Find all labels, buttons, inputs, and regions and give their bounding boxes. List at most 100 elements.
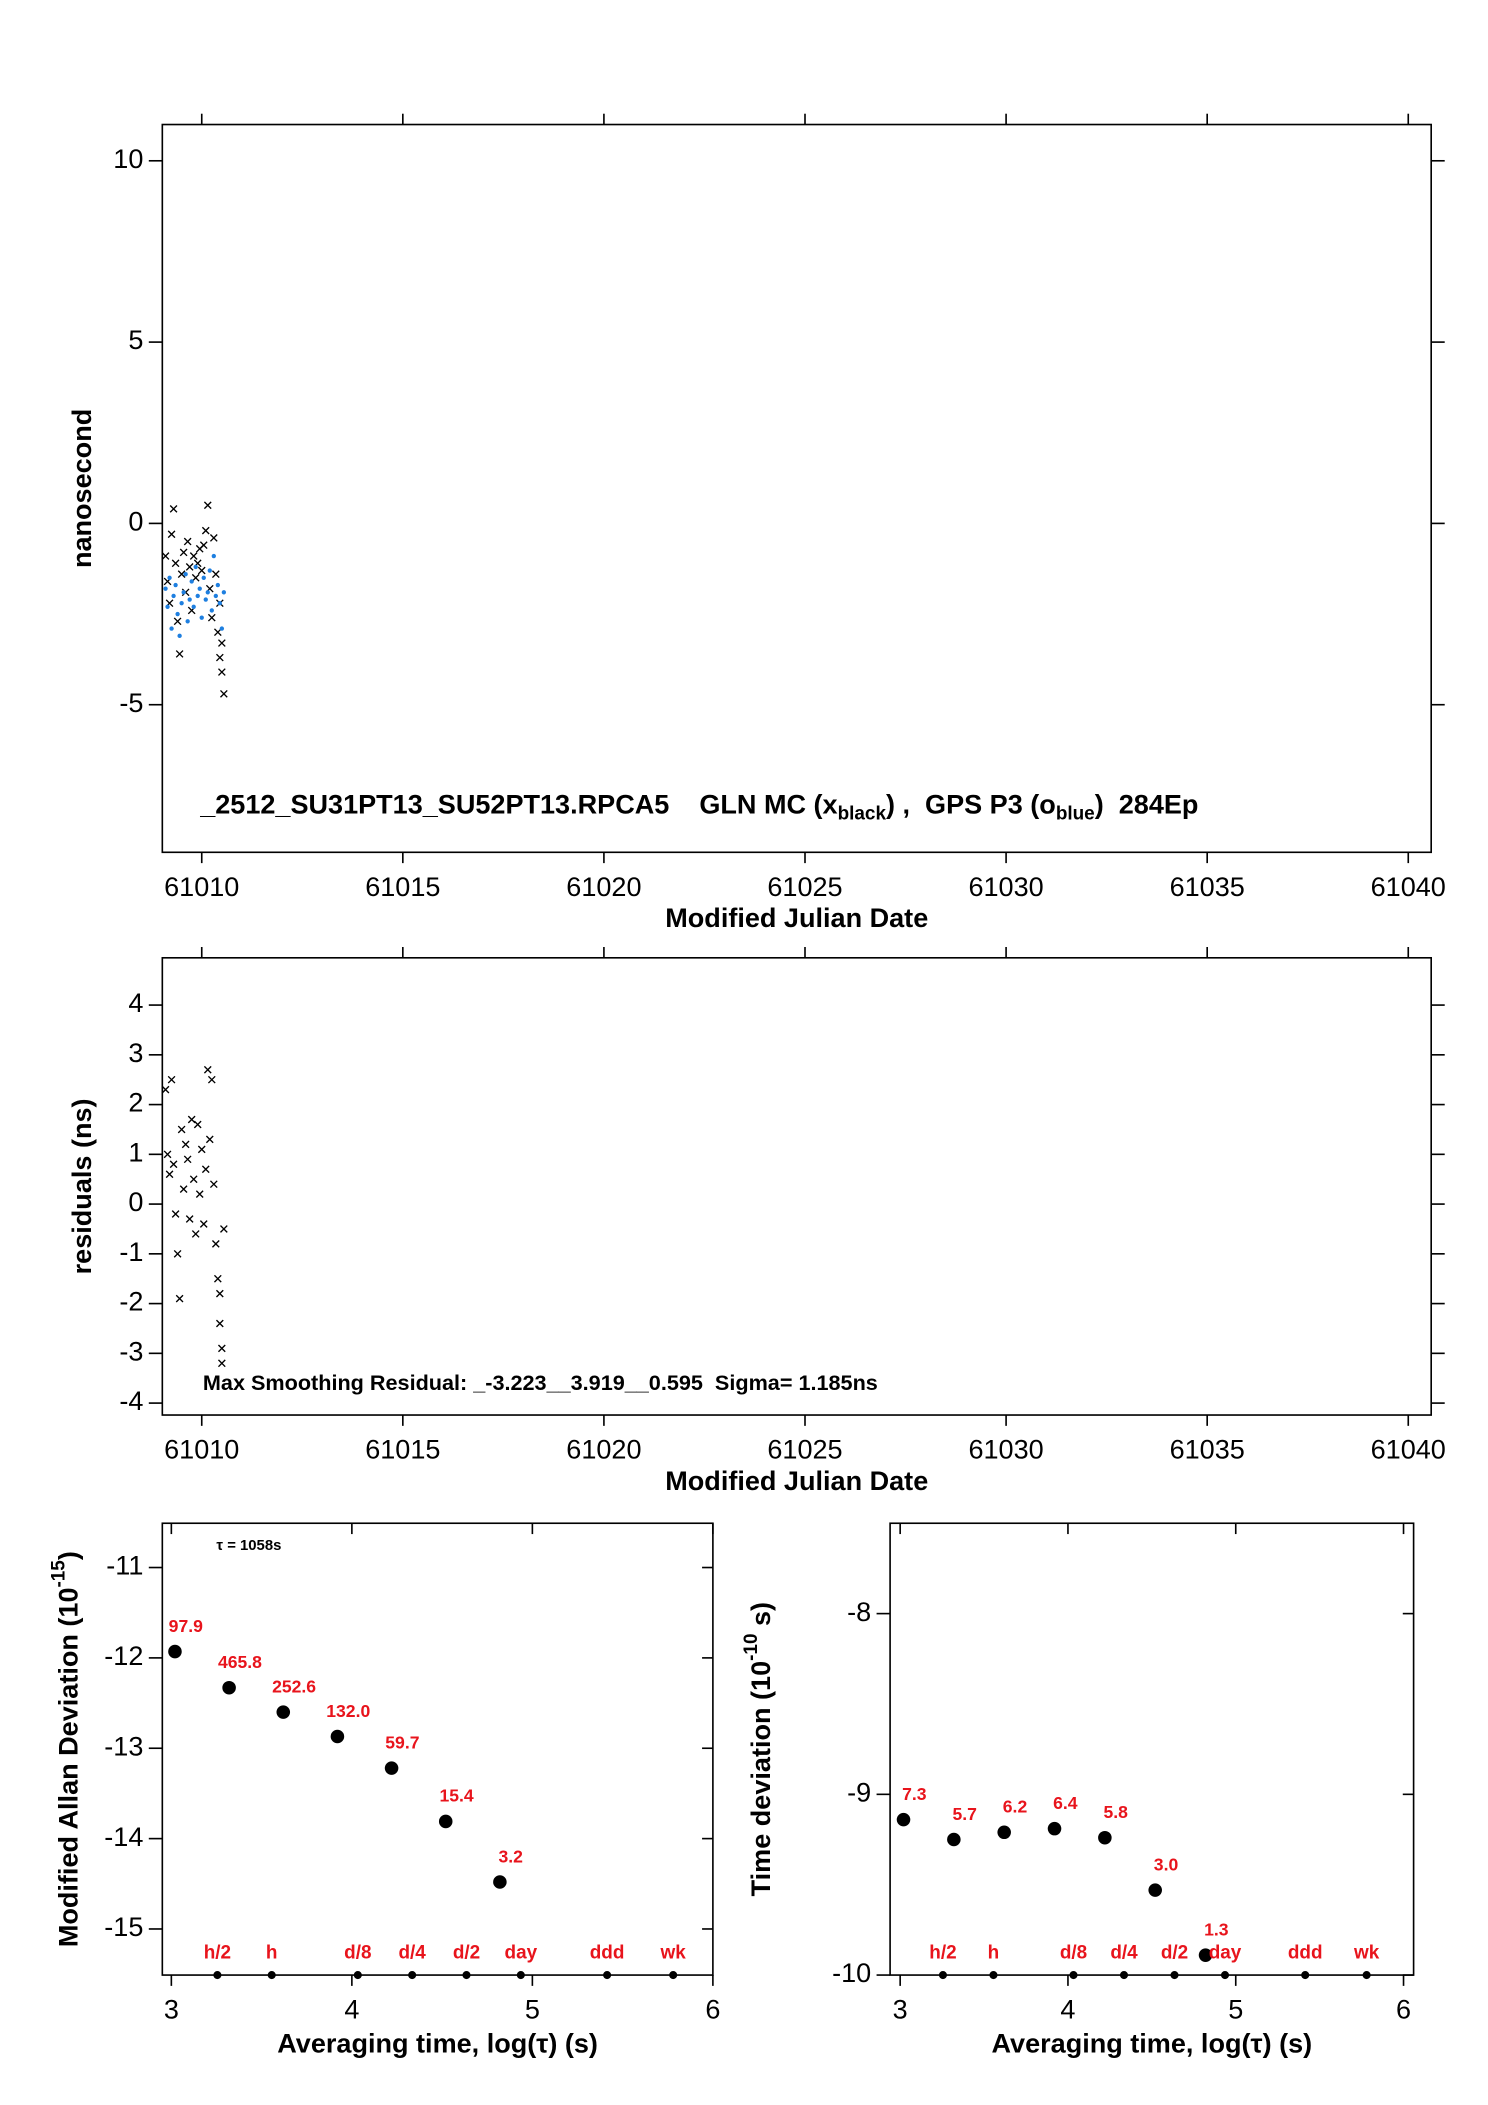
dot-marker bbox=[183, 572, 188, 577]
dot-marker bbox=[997, 1825, 1011, 1840]
x-marker bbox=[217, 639, 226, 647]
x-marker bbox=[161, 552, 170, 560]
time-marker-label: d/2 bbox=[1161, 1942, 1188, 1963]
dot-marker bbox=[207, 568, 212, 573]
dot-marker bbox=[222, 1680, 236, 1695]
x-tick-label: 61020 bbox=[566, 872, 641, 902]
time-marker-label: d/4 bbox=[1110, 1942, 1138, 1963]
x-marker bbox=[197, 566, 206, 575]
x-marker bbox=[173, 617, 182, 626]
x-marker bbox=[197, 1145, 206, 1154]
x-marker bbox=[209, 1180, 218, 1189]
dot-marker bbox=[1148, 1883, 1162, 1897]
x-axis-label: Modified Julian Date bbox=[665, 903, 928, 933]
x-marker bbox=[201, 526, 210, 535]
x-marker bbox=[217, 668, 226, 676]
x-axis-label: Averaging time, log(τ) (s) bbox=[992, 2029, 1313, 2059]
x-marker bbox=[175, 650, 184, 658]
x-tick-label: 61030 bbox=[968, 1435, 1043, 1465]
x-marker bbox=[195, 1190, 204, 1198]
x-tick-label: 61010 bbox=[164, 1435, 239, 1465]
point-label: 465.8 bbox=[218, 1652, 262, 1672]
x-marker bbox=[203, 501, 212, 510]
dot-marker bbox=[330, 1729, 345, 1744]
x-marker bbox=[169, 505, 178, 513]
y-tick-label: 10 bbox=[113, 144, 143, 174]
x-tick-label: 6 bbox=[1396, 1995, 1411, 2025]
time-marker-label: d/4 bbox=[398, 1942, 426, 1963]
time-marker-label: ddd bbox=[1288, 1942, 1323, 1963]
x-tick-label: 4 bbox=[1060, 1995, 1075, 2025]
time-marker bbox=[213, 1971, 222, 1980]
time-marker bbox=[1220, 1971, 1230, 1980]
annotation-part: ) 284Ep bbox=[1095, 789, 1199, 819]
dot-marker bbox=[203, 597, 208, 602]
y-tick-label: 1 bbox=[128, 1137, 143, 1167]
x-marker bbox=[199, 1220, 208, 1228]
x-marker bbox=[215, 1319, 224, 1328]
x-marker bbox=[163, 1150, 172, 1159]
y-tick-label: -3 bbox=[119, 1336, 143, 1366]
x-marker bbox=[207, 613, 216, 622]
y-tick-label: 5 bbox=[128, 325, 143, 355]
x-marker bbox=[213, 628, 222, 637]
x-marker bbox=[217, 1359, 226, 1368]
time-marker bbox=[1362, 1971, 1371, 1980]
dot-marker bbox=[213, 593, 218, 599]
dot-marker bbox=[179, 601, 184, 606]
plot-frame bbox=[161, 956, 1432, 1416]
x-marker bbox=[179, 1185, 188, 1194]
dot-marker bbox=[947, 1832, 961, 1847]
x-marker bbox=[169, 1160, 178, 1169]
x-marker bbox=[185, 1215, 194, 1223]
x-marker bbox=[189, 1175, 198, 1184]
x-marker bbox=[177, 570, 186, 579]
dot-marker bbox=[173, 582, 178, 588]
y-axis-label-part: -15 bbox=[49, 1560, 70, 1587]
x-axis-label: Averaging time, log(τ) (s) bbox=[277, 2029, 598, 2059]
x-marker bbox=[211, 570, 220, 579]
x-marker bbox=[187, 1115, 196, 1124]
point-label: 5.7 bbox=[952, 1804, 976, 1824]
x-marker bbox=[220, 689, 228, 698]
x-tick-label: 61010 bbox=[164, 872, 239, 902]
time-marker bbox=[408, 1971, 417, 1980]
dot-marker bbox=[187, 597, 192, 602]
time-marker bbox=[989, 1971, 998, 1980]
y-axis-label-part: -10 bbox=[741, 1634, 762, 1661]
x-tick-label: 61035 bbox=[1170, 872, 1245, 902]
dot-marker bbox=[163, 586, 168, 591]
x-tick-label: 61035 bbox=[1170, 1435, 1245, 1465]
time-marker bbox=[1119, 1971, 1129, 1980]
dot-marker bbox=[193, 564, 198, 570]
x-tick-label: 61015 bbox=[365, 1435, 440, 1465]
dot-marker bbox=[171, 593, 176, 599]
x-marker bbox=[215, 1289, 224, 1298]
annotation: τ = 1058s bbox=[216, 1538, 281, 1554]
y-tick-label: 0 bbox=[128, 507, 143, 537]
x-marker bbox=[185, 563, 194, 571]
dot-marker bbox=[189, 579, 194, 584]
y-tick-label: 0 bbox=[128, 1187, 143, 1217]
dot-marker bbox=[1047, 1821, 1062, 1836]
y-tick-label: -2 bbox=[119, 1287, 143, 1317]
x-marker bbox=[213, 1274, 222, 1283]
x-marker bbox=[183, 1155, 192, 1164]
dot-marker bbox=[384, 1761, 399, 1775]
time-marker bbox=[267, 1971, 276, 1980]
time-marker bbox=[669, 1971, 678, 1980]
point-label: 132.0 bbox=[326, 1701, 370, 1721]
x-tick-label: 61040 bbox=[1371, 872, 1446, 902]
x-tick-label: 61040 bbox=[1371, 1435, 1446, 1465]
annotation-part: Max Smoothing Residual: _-3.223__3.919__… bbox=[203, 1370, 878, 1395]
dot-marker bbox=[221, 590, 227, 595]
dot-marker bbox=[191, 604, 196, 609]
dot-marker bbox=[217, 601, 223, 606]
x-tick-label: 61025 bbox=[767, 872, 842, 902]
x-marker bbox=[175, 1294, 184, 1303]
time-marker bbox=[1301, 1971, 1310, 1980]
x-marker bbox=[181, 1140, 190, 1149]
y-tick-label: -11 bbox=[106, 1551, 143, 1581]
x-marker bbox=[207, 1075, 216, 1084]
